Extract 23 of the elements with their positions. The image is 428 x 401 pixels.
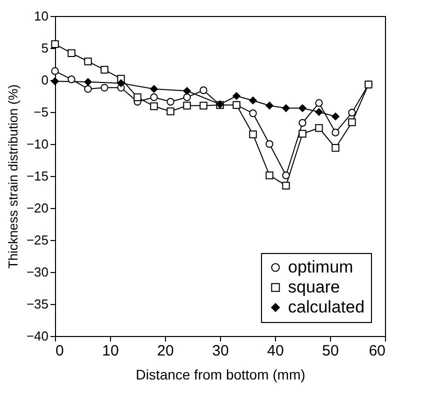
y-tick-label: −35: [26, 296, 48, 312]
x-tick-label: 50: [322, 342, 339, 360]
y-axis-title: Thickness strain distribution (%): [5, 84, 20, 269]
y-tick-label: −15: [26, 168, 48, 184]
y-tick-label: 5: [41, 40, 48, 56]
legend-label: calculated: [288, 298, 365, 316]
legend-label: optimum: [288, 258, 354, 276]
y-tick-label: −25: [26, 232, 48, 248]
legend-label: square: [288, 278, 340, 296]
y-tick-label: 0: [41, 72, 48, 88]
x-axis-title: Distance from bottom (mm): [136, 366, 306, 382]
y-tick-label: −5: [34, 104, 48, 120]
x-tick-label: 30: [212, 342, 229, 360]
x-tick-label: 60: [368, 342, 386, 360]
y-tick-label: 10: [34, 8, 48, 24]
x-tick-label: 40: [267, 342, 284, 360]
x-tick-label: 0: [56, 342, 64, 360]
y-tick-label: −20: [26, 200, 48, 216]
y-tick-label: −10: [26, 136, 48, 152]
y-tick-label: −40: [26, 328, 48, 344]
x-tick-label: 20: [157, 342, 174, 360]
x-tick-label: 10: [102, 342, 119, 360]
y-tick-label: −30: [26, 264, 48, 280]
